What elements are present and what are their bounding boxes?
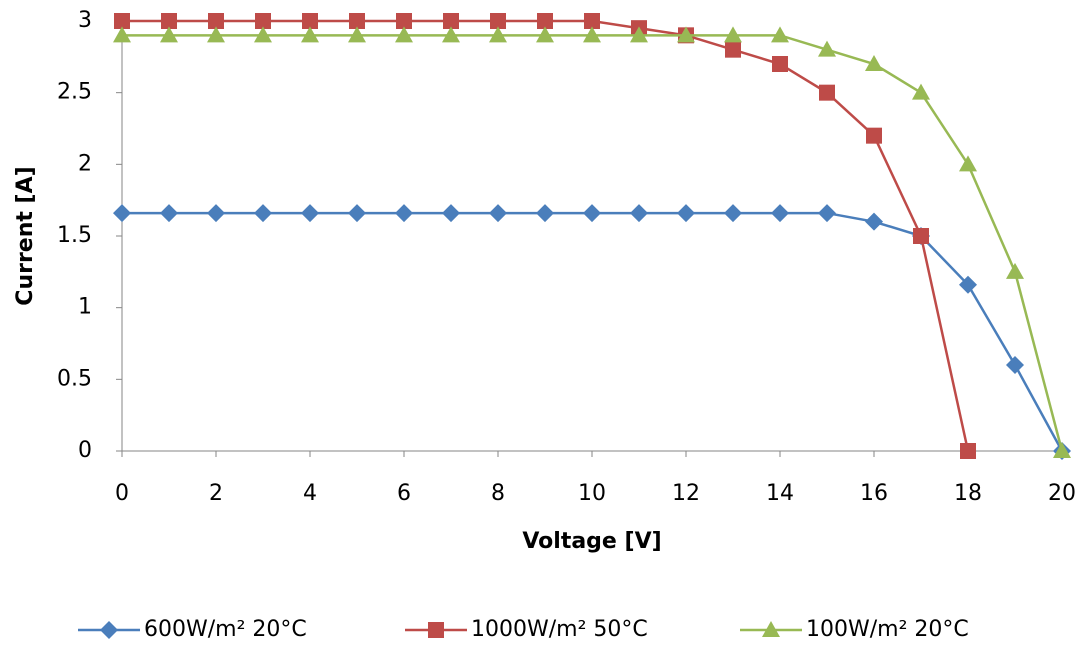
legend-label: 600W/m² 20°C — [144, 617, 307, 642]
marker — [207, 204, 225, 223]
marker — [537, 13, 553, 29]
marker — [771, 26, 789, 43]
marker — [443, 13, 459, 29]
marker — [866, 127, 882, 144]
marker — [536, 26, 554, 43]
marker — [254, 204, 272, 223]
marker — [114, 13, 130, 29]
marker — [489, 204, 507, 223]
x-tick-label: 10 — [578, 481, 606, 506]
marker — [772, 56, 788, 72]
marker — [1006, 262, 1024, 279]
marker — [301, 26, 319, 43]
marker — [302, 13, 318, 29]
marker — [583, 204, 601, 223]
marker — [442, 204, 460, 223]
marker — [959, 275, 977, 294]
marker — [301, 204, 319, 223]
marker — [442, 26, 460, 43]
x-tick-label: 14 — [766, 481, 794, 506]
marker — [160, 26, 178, 43]
x-tick-label: 0 — [115, 481, 129, 506]
legend-label: 1000W/m² 50°C — [471, 617, 648, 642]
y-tick-label: 0 — [78, 438, 92, 463]
marker — [818, 204, 836, 223]
legend-label: 100W/m² 20°C — [806, 617, 969, 642]
marker — [725, 41, 741, 58]
marker — [428, 622, 444, 638]
marker — [207, 26, 225, 43]
x-tick-label: 20 — [1048, 481, 1076, 506]
marker — [912, 83, 930, 100]
marker — [630, 26, 648, 43]
marker — [490, 13, 506, 29]
y-tick-label: 0.5 — [57, 366, 92, 391]
marker — [396, 13, 412, 29]
marker — [349, 13, 365, 29]
series-line — [122, 211, 1064, 452]
y-tick-label: 2 — [78, 151, 92, 176]
marker — [630, 204, 648, 223]
y-tick-label: 1.5 — [57, 223, 92, 248]
marker — [865, 55, 883, 71]
marker — [536, 204, 554, 223]
marker — [724, 26, 742, 43]
x-tick-label: 2 — [209, 481, 223, 506]
marker — [677, 204, 695, 223]
marker — [771, 204, 789, 223]
marker — [395, 204, 413, 223]
marker — [208, 13, 224, 29]
marker — [100, 621, 118, 639]
marker — [113, 26, 131, 43]
series-line — [122, 19, 970, 452]
marker — [1053, 442, 1071, 458]
marker — [489, 26, 507, 43]
marker — [762, 621, 780, 637]
x-tick-label: 8 — [491, 481, 505, 506]
marker — [583, 26, 601, 43]
y-tick-label: 1 — [78, 295, 92, 320]
marker — [913, 228, 929, 244]
x-tick-label: 12 — [672, 481, 700, 506]
marker — [724, 204, 742, 223]
marker — [584, 13, 600, 29]
marker — [255, 13, 271, 29]
marker — [348, 204, 366, 223]
marker — [865, 212, 883, 231]
marker — [819, 84, 835, 101]
y-tick-label: 3 — [78, 8, 92, 33]
marker — [254, 26, 272, 43]
marker — [113, 204, 131, 223]
marker — [1006, 356, 1024, 374]
y-axis-title: Current [A] — [13, 166, 38, 305]
y-tick-label: 2.5 — [57, 80, 92, 105]
x-axis-title: Voltage [V] — [522, 529, 661, 554]
x-tick-label: 18 — [954, 481, 982, 506]
marker — [348, 26, 366, 43]
marker — [395, 26, 413, 43]
marker — [818, 40, 836, 57]
marker — [960, 443, 976, 459]
marker — [677, 26, 695, 43]
x-tick-label: 16 — [860, 481, 888, 506]
marker — [160, 204, 178, 223]
x-tick-label: 4 — [303, 481, 317, 506]
marker — [161, 13, 177, 29]
x-tick-label: 6 — [397, 481, 411, 506]
marker — [959, 155, 977, 172]
